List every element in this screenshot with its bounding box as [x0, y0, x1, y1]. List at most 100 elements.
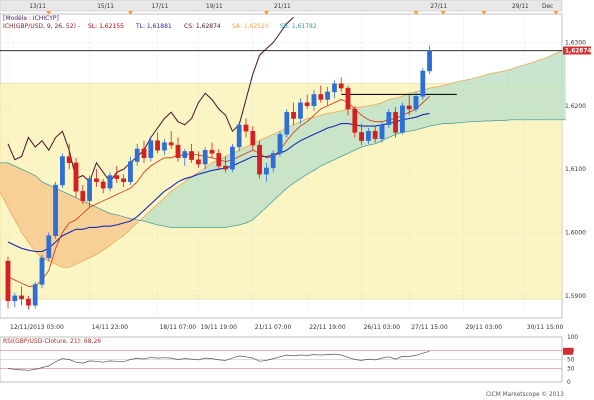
- kumo-cloud-segment: [450, 81, 457, 124]
- kumo-cloud-segment: [470, 77, 478, 122]
- candle-body: [325, 91, 330, 100]
- legend-item: TL: 1,61881: [135, 23, 172, 30]
- candle-body: [53, 184, 59, 236]
- x-tick-label: 21/11 07:00: [255, 324, 292, 331]
- kumo-cloud-segment: [545, 55, 552, 120]
- candle-body: [12, 295, 18, 302]
- candle-body: [121, 178, 127, 183]
- legend-main: ICH(GBP/USD, 9, 26, 52) -: [3, 23, 80, 30]
- x-tick-label: 19/11 19:00: [200, 324, 237, 331]
- candle-body: [161, 142, 167, 151]
- y-tick-label: 1,6100: [565, 166, 586, 173]
- kumo-cloud-segment: [14, 166, 22, 233]
- kumo-cloud-segment: [225, 153, 233, 228]
- kumo-cloud-segment: [341, 109, 348, 157]
- candle-body: [413, 96, 419, 110]
- candle-body: [107, 175, 113, 189]
- x-tick-label: 26/11 03:00: [364, 324, 401, 331]
- date-strip-label: 17/11: [152, 4, 169, 10]
- candle-body: [229, 146, 235, 170]
- kumo-cloud-segment: [198, 167, 206, 228]
- candle-body: [127, 161, 133, 183]
- kumo-cloud-segment: [429, 86, 437, 127]
- kumo-cloud-segment: [212, 159, 219, 228]
- date-strip-label: Dec: [542, 4, 553, 10]
- candle-body: [338, 83, 344, 89]
- candle-body: [250, 130, 256, 146]
- kumo-cloud-segment: [443, 83, 450, 124]
- candle-body: [26, 298, 31, 306]
- senkou-span-a-line: [0, 48, 566, 268]
- kumo-cloud-segment: [110, 213, 117, 246]
- x-tick-label: 30/11 15:00: [527, 324, 564, 331]
- candle-body: [298, 102, 303, 119]
- last-price-label: 1,62874: [565, 49, 591, 55]
- kumo-cloud-segment: [334, 110, 342, 160]
- rsi-value-tag: [563, 347, 573, 355]
- candle-body: [141, 148, 147, 158]
- kumo-cloud-segment: [246, 143, 253, 223]
- x-tick-label: 12/11/2013 03:00: [10, 324, 64, 331]
- kumo-cloud-segment: [157, 197, 165, 227]
- kumo-cloud-segment: [205, 162, 212, 228]
- legend-item: SL: 1,62155: [88, 23, 124, 30]
- candle-body: [366, 130, 371, 141]
- event-marker-icon: [413, 11, 419, 15]
- kumo-cloud-segment: [477, 75, 484, 122]
- kumo-cloud-segment: [191, 172, 199, 228]
- kumo-cloud-segment: [266, 134, 274, 208]
- kumo-cloud-segment: [511, 66, 518, 120]
- legend-item: SA: 1,62510: [232, 23, 269, 30]
- candle-body: [386, 111, 392, 126]
- x-tick-label: 29/11 03:00: [466, 324, 503, 331]
- kumo-cloud-segment: [96, 207, 104, 255]
- kumo-cloud-segment: [35, 175, 42, 258]
- kumo-cloud-segment: [320, 113, 328, 166]
- kumo-cloud-segment: [484, 73, 491, 122]
- candle-body: [270, 153, 276, 169]
- kumo-cloud-segment: [8, 162, 15, 220]
- y-tick-label: 1,6000: [565, 230, 586, 237]
- candle-body: [19, 295, 24, 300]
- candle-body: [39, 257, 45, 285]
- kumo-cloud-segment: [62, 191, 70, 268]
- kumo-cloud-segment: [21, 169, 29, 242]
- legend-item: SB: 1,61782: [280, 23, 317, 30]
- rsi-tick-label: 100: [567, 335, 578, 341]
- kumo-cloud-segment: [300, 118, 308, 179]
- candle-body: [209, 149, 215, 154]
- kumo-cloud-segment: [82, 200, 90, 261]
- date-strip-label: 27/11: [430, 4, 447, 10]
- rsi-line: [7, 350, 430, 371]
- candle-body: [182, 151, 188, 158]
- kumo-cloud-segment: [314, 115, 321, 171]
- kumo-cloud-segment: [558, 48, 566, 120]
- kumo-cloud-segment: [0, 162, 2, 195]
- candle-body: [243, 124, 249, 132]
- kumo-cloud-segment: [89, 204, 97, 258]
- date-strip-label: 29/11: [512, 4, 529, 10]
- candle-body: [393, 111, 398, 133]
- legend-item: CS: 1,62874: [184, 23, 221, 30]
- date-strip-label: 21/11: [274, 4, 291, 10]
- y-tick-label: 1,6200: [565, 103, 586, 110]
- chart-title: [Modèle : ICHICYP]: [3, 15, 59, 22]
- candle-body: [257, 144, 262, 175]
- date-strip-label: 19/11: [206, 4, 223, 10]
- kumo-cloud-segment: [150, 204, 158, 225]
- candle-body: [87, 178, 93, 202]
- senkou-span-b-line: [0, 119, 566, 228]
- candle-body: [100, 181, 106, 189]
- event-marker-icon: [127, 11, 133, 15]
- kumo-cloud-segment: [490, 72, 498, 122]
- candle-body: [60, 156, 65, 186]
- x-tick-label: 14/11 23:00: [92, 324, 129, 331]
- date-strip: [0, 0, 563, 12]
- kumo-cloud-segment: [456, 80, 464, 123]
- kumo-cloud-segment: [164, 191, 172, 228]
- candle-body: [264, 167, 269, 175]
- candle-body: [80, 191, 86, 202]
- kumo-cloud-segment: [144, 210, 151, 223]
